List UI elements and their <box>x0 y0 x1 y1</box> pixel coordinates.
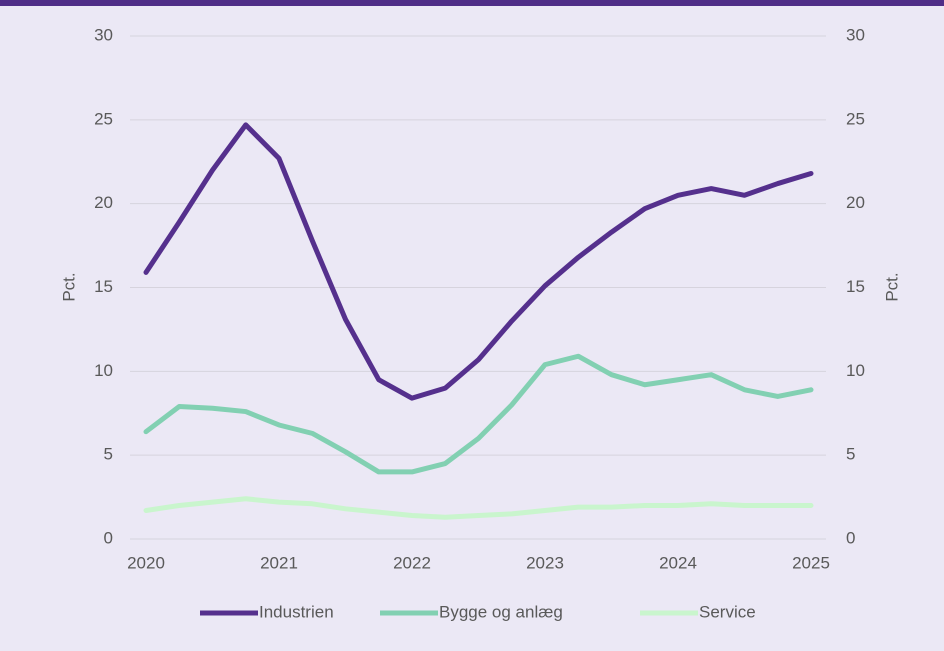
y2-axis-label: Pct. <box>882 272 901 301</box>
y-tick-label: 30 <box>94 25 113 44</box>
y2-tick-label: 5 <box>846 445 855 464</box>
y2-tick-label: 0 <box>846 528 855 547</box>
legend-label: Service <box>699 602 756 621</box>
x-tick-label: 2021 <box>260 553 298 572</box>
y-tick-label: 0 <box>104 528 113 547</box>
y-tick-label: 15 <box>94 277 113 296</box>
y2-tick-label: 25 <box>846 109 865 128</box>
line-series <box>143 353 814 475</box>
y-axis-label: Pct. <box>59 272 78 301</box>
y2-tick-label: 10 <box>846 361 865 380</box>
legend-label: Bygge og anlæg <box>439 602 563 621</box>
x-tick-label: 2025 <box>792 553 830 572</box>
line-series <box>143 122 814 401</box>
x-tick-label: 2023 <box>526 553 564 572</box>
x-tick-label: 2024 <box>659 553 697 572</box>
y2-tick-label: 30 <box>846 25 865 44</box>
y2-tick-label: 20 <box>846 193 865 212</box>
x-tick-label: 2022 <box>393 553 431 572</box>
y-tick-label: 10 <box>94 361 113 380</box>
y-tick-label: 20 <box>94 193 113 212</box>
top-bar <box>0 0 944 6</box>
x-tick-label: 2020 <box>127 553 165 572</box>
y-tick-label: 25 <box>94 109 113 128</box>
legend-label: Industrien <box>259 602 334 621</box>
y2-tick-label: 15 <box>846 277 865 296</box>
y-tick-label: 5 <box>104 445 113 464</box>
line-series <box>143 496 814 520</box>
